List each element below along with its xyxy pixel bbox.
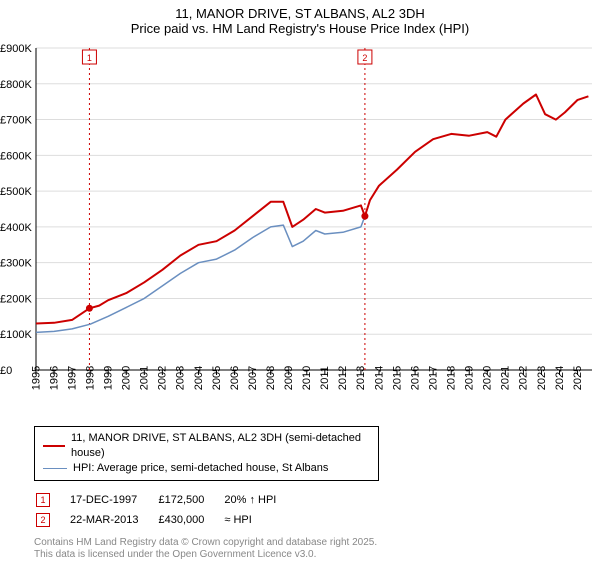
legend-row: HPI: Average price, semi-detached house,…: [43, 461, 370, 476]
svg-text:£800K: £800K: [0, 79, 32, 91]
svg-text:£600K: £600K: [0, 150, 32, 162]
svg-text:2019: 2019: [464, 366, 476, 390]
sale-price: £172,500: [158, 491, 222, 509]
svg-text:2025: 2025: [572, 366, 584, 390]
svg-text:£100K: £100K: [0, 329, 32, 341]
svg-text:2017: 2017: [427, 366, 439, 390]
svg-text:2003: 2003: [175, 366, 187, 390]
chart-title-block: 11, MANOR DRIVE, ST ALBANS, AL2 3DH Pric…: [0, 0, 600, 40]
svg-text:2001: 2001: [139, 366, 151, 390]
svg-text:2023: 2023: [536, 366, 548, 390]
table-row: 1 17-DEC-1997 £172,500 20% ↑ HPI: [36, 491, 294, 509]
svg-text:£200K: £200K: [0, 293, 32, 305]
svg-text:2013: 2013: [355, 366, 367, 390]
svg-text:2014: 2014: [373, 366, 385, 390]
svg-text:2008: 2008: [265, 366, 277, 390]
legend-swatch-1: [43, 468, 67, 469]
svg-text:£700K: £700K: [0, 115, 32, 127]
svg-text:1998: 1998: [84, 366, 96, 390]
svg-text:1997: 1997: [66, 366, 78, 390]
svg-text:2006: 2006: [229, 366, 241, 390]
sales-table: 1 17-DEC-1997 £172,500 20% ↑ HPI 2 22-MA…: [34, 489, 296, 531]
sale-marker-2: 2: [36, 513, 50, 527]
svg-text:1999: 1999: [103, 366, 115, 390]
svg-text:2024: 2024: [554, 366, 566, 390]
svg-text:2012: 2012: [337, 366, 349, 390]
svg-text:2022: 2022: [518, 366, 530, 390]
svg-text:1996: 1996: [48, 366, 60, 390]
svg-text:£400K: £400K: [0, 222, 32, 234]
svg-text:2010: 2010: [301, 366, 313, 390]
svg-text:2016: 2016: [409, 366, 421, 390]
footnote-line-1: Contains HM Land Registry data © Crown c…: [34, 537, 600, 549]
svg-text:£900K: £900K: [0, 43, 32, 55]
svg-text:2015: 2015: [391, 366, 403, 390]
legend-row: 11, MANOR DRIVE, ST ALBANS, AL2 3DH (sem…: [43, 431, 370, 461]
sale-date: 17-DEC-1997: [70, 491, 156, 509]
sale-price: £430,000: [158, 511, 222, 529]
legend-swatch-0: [43, 445, 65, 447]
svg-text:£300K: £300K: [0, 258, 32, 270]
svg-text:2002: 2002: [157, 366, 169, 390]
svg-text:£500K: £500K: [0, 186, 32, 198]
svg-text:2: 2: [362, 53, 367, 63]
sale-delta: ≈ HPI: [224, 511, 294, 529]
svg-text:2020: 2020: [482, 366, 494, 390]
legend-label-0: 11, MANOR DRIVE, ST ALBANS, AL2 3DH (sem…: [71, 431, 370, 461]
footnote-line-2: This data is licensed under the Open Gov…: [34, 549, 600, 561]
svg-text:2021: 2021: [500, 366, 512, 390]
sale-marker-1: 1: [36, 493, 50, 507]
legend: 11, MANOR DRIVE, ST ALBANS, AL2 3DH (sem…: [34, 426, 379, 481]
title-line-2: Price paid vs. HM Land Registry's House …: [0, 21, 600, 36]
footnote: Contains HM Land Registry data © Crown c…: [34, 537, 600, 561]
svg-text:2018: 2018: [445, 366, 457, 390]
svg-text:1: 1: [87, 53, 92, 63]
sale-delta: 20% ↑ HPI: [224, 491, 294, 509]
table-row: 2 22-MAR-2013 £430,000 ≈ HPI: [36, 511, 294, 529]
title-line-1: 11, MANOR DRIVE, ST ALBANS, AL2 3DH: [0, 6, 600, 21]
svg-text:£0: £0: [0, 365, 12, 377]
chart-area: £0 £100K £200K £300K £400K £500K £600K £700K £80…: [0, 40, 600, 420]
svg-text:2004: 2004: [193, 366, 205, 390]
sale-date: 22-MAR-2013: [70, 511, 156, 529]
svg-text:2007: 2007: [247, 366, 259, 390]
svg-text:2000: 2000: [121, 366, 133, 390]
line-chart-svg: £0 £100K £200K £300K £400K £500K £600K £700K £80…: [0, 40, 600, 420]
svg-text:2005: 2005: [211, 366, 223, 390]
svg-text:2009: 2009: [283, 366, 295, 390]
legend-label-1: HPI: Average price, semi-detached house,…: [73, 461, 328, 476]
